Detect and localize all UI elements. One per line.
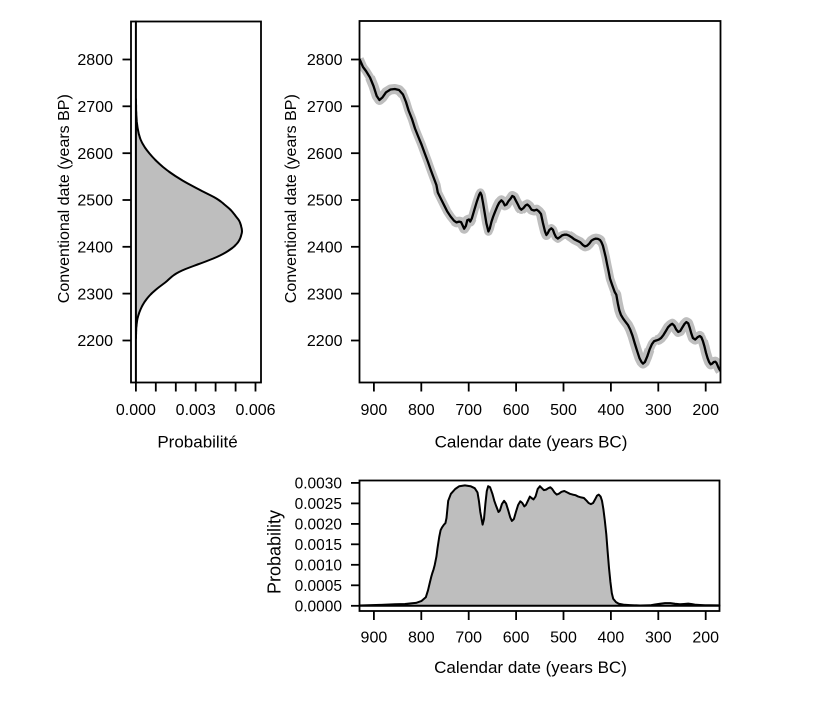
- svg-text:2800: 2800: [307, 52, 343, 69]
- svg-text:2600: 2600: [77, 146, 113, 163]
- svg-text:800: 800: [408, 630, 435, 647]
- svg-text:2800: 2800: [77, 52, 113, 69]
- svg-text:200: 200: [692, 402, 719, 419]
- svg-text:0.006: 0.006: [235, 402, 275, 419]
- svg-text:2300: 2300: [77, 286, 113, 303]
- svg-text:2300: 2300: [307, 286, 343, 303]
- svg-text:2700: 2700: [77, 99, 113, 116]
- svg-text:200: 200: [692, 630, 719, 647]
- svg-text:600: 600: [503, 630, 530, 647]
- svg-text:Calendar date (years BC): Calendar date (years BC): [434, 658, 627, 677]
- svg-text:400: 400: [598, 630, 625, 647]
- svg-text:0.0000: 0.0000: [295, 598, 343, 615]
- svg-text:300: 300: [645, 630, 672, 647]
- svg-text:500: 500: [550, 402, 577, 419]
- svg-text:0.003: 0.003: [176, 402, 216, 419]
- svg-text:2200: 2200: [77, 333, 113, 350]
- svg-text:700: 700: [455, 402, 482, 419]
- svg-text:Calendar date (years BC): Calendar date (years BC): [435, 433, 628, 452]
- svg-text:Conventional date (years BP): Conventional date (years BP): [56, 94, 73, 303]
- svg-text:2400: 2400: [307, 240, 343, 257]
- svg-text:0.0005: 0.0005: [295, 578, 342, 595]
- svg-text:600: 600: [503, 402, 530, 419]
- svg-text:0.0030: 0.0030: [295, 475, 343, 492]
- svg-text:900: 900: [361, 402, 388, 419]
- svg-text:2600: 2600: [307, 146, 343, 163]
- svg-text:0.0020: 0.0020: [295, 516, 343, 533]
- svg-text:Conventional date (years BP): Conventional date (years BP): [283, 94, 300, 303]
- svg-text:2700: 2700: [307, 99, 343, 116]
- svg-text:2200: 2200: [307, 333, 343, 350]
- svg-text:2400: 2400: [77, 240, 113, 257]
- svg-text:2500: 2500: [307, 193, 343, 210]
- svg-text:400: 400: [598, 402, 625, 419]
- svg-text:700: 700: [455, 630, 482, 647]
- svg-text:900: 900: [361, 630, 388, 647]
- svg-text:0.0025: 0.0025: [295, 496, 342, 513]
- svg-text:500: 500: [550, 630, 577, 647]
- svg-text:0.0015: 0.0015: [295, 537, 342, 554]
- svg-text:300: 300: [645, 402, 672, 419]
- svg-text:Probabilité: Probabilité: [157, 433, 237, 452]
- svg-text:0.0010: 0.0010: [295, 557, 343, 574]
- svg-text:Probability: Probability: [265, 510, 285, 594]
- svg-text:0.000: 0.000: [116, 402, 156, 419]
- svg-text:2500: 2500: [77, 193, 113, 210]
- svg-text:800: 800: [408, 402, 435, 419]
